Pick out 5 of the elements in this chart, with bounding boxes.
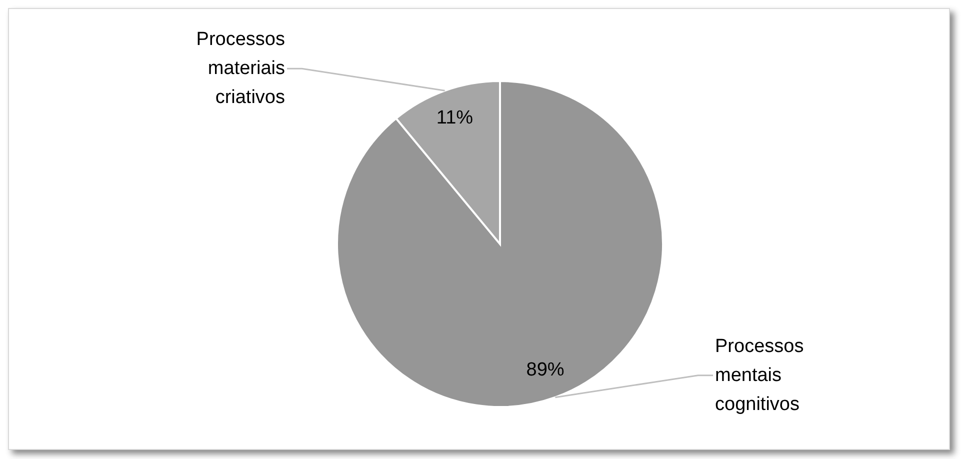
- data-label: 89%: [526, 359, 564, 380]
- data-label: 11%: [436, 108, 474, 129]
- pie-slice: [336, 80, 664, 408]
- slice-label: Processos mentais cognitivos: [715, 336, 804, 415]
- slice-label: Processos materiais criativos: [196, 29, 285, 108]
